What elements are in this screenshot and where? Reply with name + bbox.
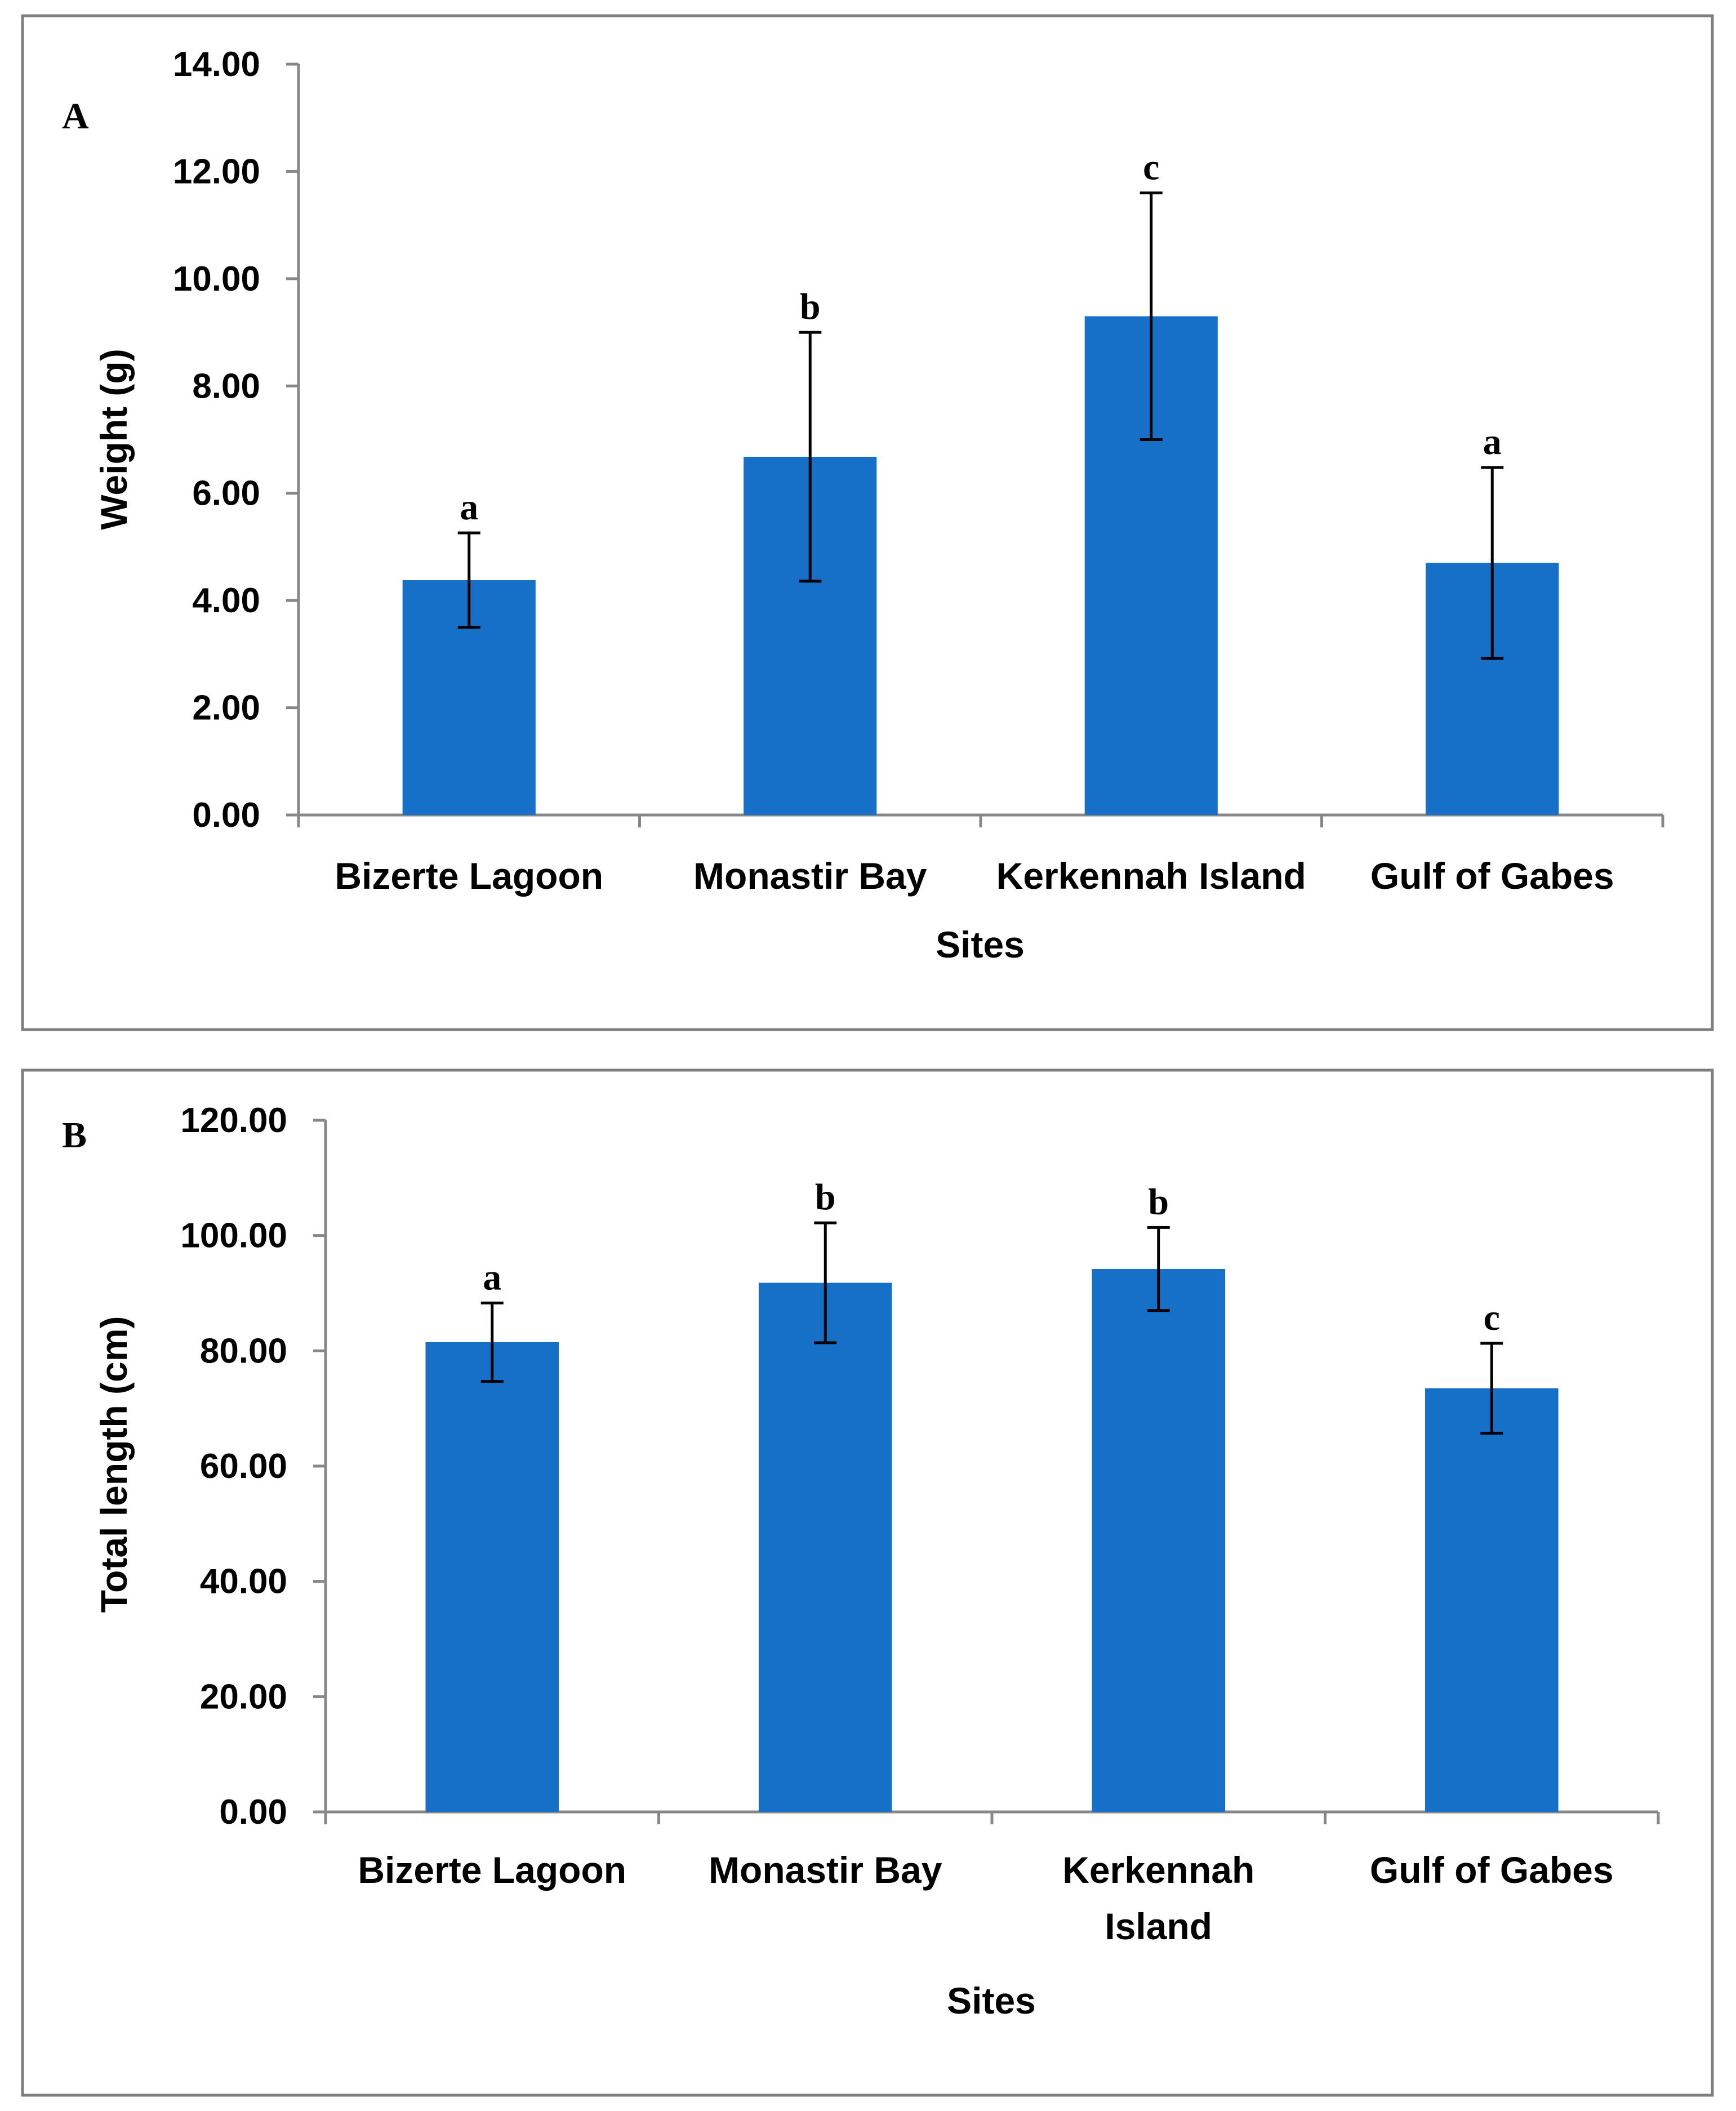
panel-b-category-label: Gulf of Gabes xyxy=(1370,1849,1614,1891)
panel-b-y-tick-label: 60.00 xyxy=(200,1447,287,1486)
panel-a-category-label: Monastir Bay xyxy=(693,855,927,897)
panel-b-bar xyxy=(425,1342,559,1812)
panel-b-bar xyxy=(1425,1388,1559,1812)
panel-a-y-tick-label: 10.00 xyxy=(173,260,260,299)
panel-a-x-axis-title: Sites xyxy=(936,924,1025,965)
panel-a-significance-letter: b xyxy=(800,286,821,327)
panel-b-bar xyxy=(1092,1269,1226,1812)
panel-b-category-label: Bizerte Lagoon xyxy=(358,1849,626,1891)
panel-b-y-tick-label: 80.00 xyxy=(200,1331,287,1370)
panel-b: B Total length (cm) Sites 0.00 20.00 40.00… xyxy=(21,1068,1714,2097)
panel-a-category-label: Bizerte Lagoon xyxy=(335,855,603,897)
panel-a-y-tick-label: 12.00 xyxy=(173,152,260,191)
panel-a-y-tick-label: 6.00 xyxy=(192,474,260,513)
panel-b-category-label: Kerkennah xyxy=(1062,1849,1254,1891)
panel-b-plot: 0.00 20.00 40.00 60.00 80.00 100.00 120.00 a Biz… xyxy=(180,1101,1660,1947)
panel-b-significance-letter: b xyxy=(815,1177,836,1218)
panel-b-significance-letter: a xyxy=(483,1257,501,1298)
panel-a-y-axis-title: Weight (g) xyxy=(93,349,135,529)
panel-a: A Weight (g) Sites 0.00 2.00 4.00 6.00 8.00 1… xyxy=(21,14,1714,1031)
panel-a-y-tick-label: 0.00 xyxy=(192,796,260,835)
panel-b-category-label: Island xyxy=(1105,1905,1212,1947)
panel-b-significance-letter: c xyxy=(1484,1297,1500,1338)
panel-b-category-label: Monastir Bay xyxy=(709,1849,942,1891)
panel-a-significance-letter: a xyxy=(1483,421,1502,462)
panel-a-y-tick-label: 8.00 xyxy=(192,367,260,406)
panel-a-category-label: Kerkennah Island xyxy=(996,855,1306,897)
panel-b-y-tick-label: 100.00 xyxy=(180,1217,287,1255)
panel-b-bar xyxy=(758,1282,892,1812)
panel-a-y-tick-label: 2.00 xyxy=(192,689,260,728)
panel-a-significance-letter: a xyxy=(460,487,478,528)
panel-b-label: B xyxy=(62,1115,87,1156)
panel-b-x-axis-title: Sites xyxy=(947,1980,1036,2021)
panel-a-category-label: Gulf of Gabes xyxy=(1370,855,1614,897)
panel-b-y-axis-title: Total length (cm) xyxy=(93,1316,135,1613)
panel-a-significance-letter: c xyxy=(1143,147,1159,188)
panel-b-y-tick-label: 40.00 xyxy=(200,1562,287,1601)
panel-b-significance-letter: b xyxy=(1148,1181,1169,1222)
panel-a-y-tick-label: 14.00 xyxy=(173,45,260,84)
panel-a-y-tick-label: 4.00 xyxy=(192,581,260,620)
panel-a-plot: 0.00 2.00 4.00 6.00 8.00 10.00 12.00 14.00 a Bize… xyxy=(173,45,1664,897)
panel-a-label: A xyxy=(62,96,89,137)
panel-b-y-tick-label: 20.00 xyxy=(200,1677,287,1716)
panel-b-y-tick-label: 0.00 xyxy=(219,1793,287,1832)
panel-b-y-tick-label: 120.00 xyxy=(180,1101,287,1140)
